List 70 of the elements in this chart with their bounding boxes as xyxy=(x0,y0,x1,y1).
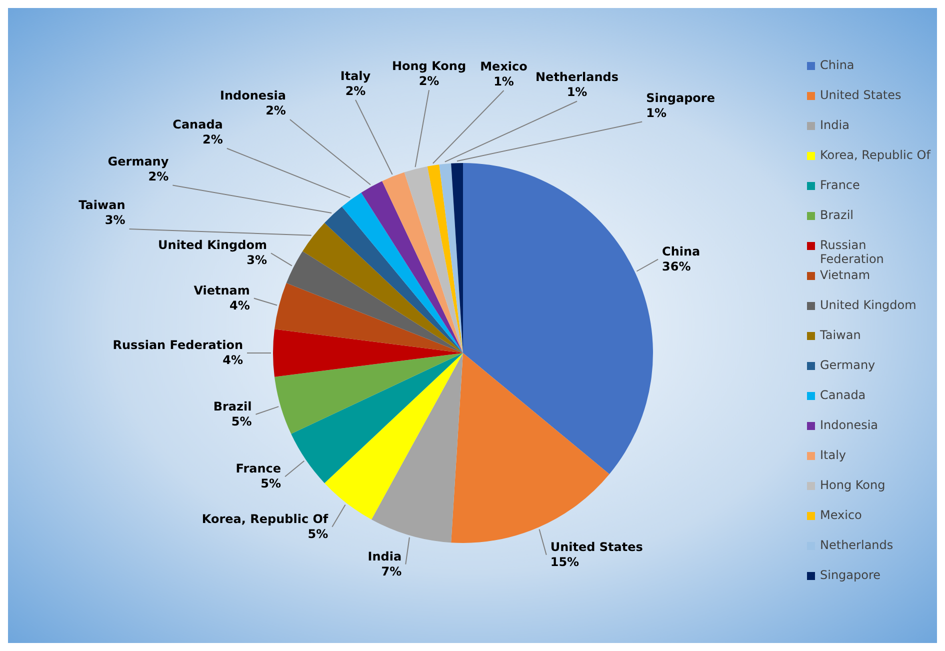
legend-label: Italy xyxy=(820,448,846,462)
data-label: 3% xyxy=(104,213,126,227)
slice-label: Indonesia xyxy=(220,88,286,103)
data-label: 2% xyxy=(266,104,286,118)
pie-slice xyxy=(463,163,653,474)
data-label: 2% xyxy=(202,132,223,146)
pie-slice xyxy=(274,283,463,353)
data-label: 3% xyxy=(246,253,267,268)
data-label: 15% xyxy=(550,554,580,569)
slice-label: Mexico xyxy=(480,60,528,74)
pie-slice xyxy=(273,329,463,377)
data-label: 5% xyxy=(260,476,282,491)
pie-slice xyxy=(382,172,463,353)
pie-slice xyxy=(342,192,463,353)
slice-label: China xyxy=(662,244,700,258)
legend-label: Germany xyxy=(820,358,876,372)
legend-label: Mexico xyxy=(820,508,862,522)
pie-slice xyxy=(371,353,463,543)
pie-slice xyxy=(274,353,463,434)
legend-label: Singapore xyxy=(820,568,881,582)
slice-label: Vietnam xyxy=(194,283,250,298)
data-label: 5% xyxy=(231,414,252,428)
legend-label: Russian Federation xyxy=(820,238,885,266)
legend-label: Indonesia xyxy=(820,418,878,432)
pie-slice xyxy=(439,163,463,353)
legend-label: United Kingdom xyxy=(820,298,916,312)
slice-label: Italy xyxy=(340,68,371,83)
slice-label: India xyxy=(368,549,402,564)
pie-slice xyxy=(451,353,610,543)
pie-slice xyxy=(302,222,463,353)
legend-label: France xyxy=(820,178,860,192)
slice-label: Canada xyxy=(172,117,223,132)
slice-label: Taiwan xyxy=(78,198,126,212)
slice-label: Korea, Republic Of xyxy=(202,512,329,526)
data-label: 1% xyxy=(566,85,588,100)
slice-label: Russian Federation xyxy=(112,338,243,352)
legend-label: Vietnam xyxy=(820,268,870,282)
slice-label: Germany xyxy=(108,154,169,168)
data-label: 2% xyxy=(345,84,366,98)
data-label: 2% xyxy=(418,74,440,88)
pie-slice xyxy=(427,164,463,353)
data-label: 1% xyxy=(646,106,666,120)
legend-label: Canada xyxy=(820,388,866,402)
slice-label: United States xyxy=(550,540,643,554)
pie-slice xyxy=(286,251,463,353)
legend-label: Hong Kong xyxy=(820,478,886,492)
legend-label: India xyxy=(820,118,850,132)
data-label: 4% xyxy=(230,298,250,312)
pie-slice xyxy=(324,206,463,353)
pie-slice xyxy=(361,181,463,353)
legend-label: Brazil xyxy=(820,208,854,222)
slice-label: Hong Kong xyxy=(392,59,466,74)
data-label: 4% xyxy=(222,353,243,367)
slice-label: Singapore xyxy=(646,90,715,105)
legend-label: United States xyxy=(820,88,902,102)
legend-label: Korea, Republic Of xyxy=(820,148,930,162)
data-label: 7% xyxy=(381,564,402,578)
data-label: 1% xyxy=(494,74,514,89)
data-label: 2% xyxy=(148,169,169,184)
slice-label: Netherlands xyxy=(536,70,619,84)
legend-label: Taiwan xyxy=(820,328,861,342)
pie-slice xyxy=(291,353,463,484)
legend-label: China xyxy=(820,58,854,72)
slice-label: Brazil xyxy=(213,399,252,414)
legend-label: Netherlands xyxy=(820,538,894,552)
data-label: 5% xyxy=(308,526,328,541)
slice-label: United Kingdom xyxy=(158,238,267,252)
slice-label: France xyxy=(236,462,282,476)
pie-slice xyxy=(404,166,463,353)
data-label: 36% xyxy=(662,259,691,274)
